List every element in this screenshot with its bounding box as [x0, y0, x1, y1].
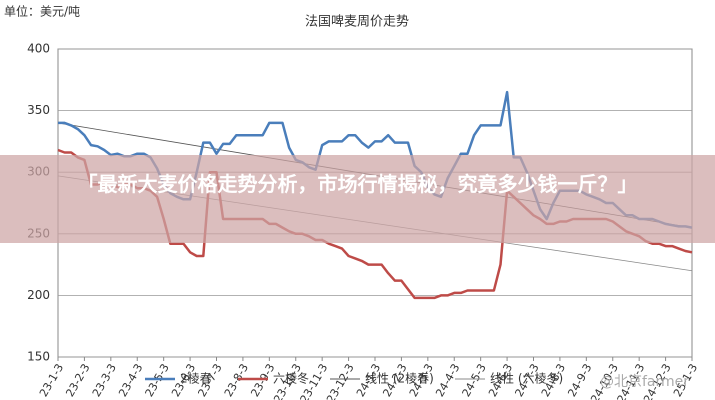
x-tick-label: 23-5-3	[143, 362, 172, 400]
chart-title: 法国啤麦周价走势	[305, 14, 409, 30]
watermark: @北京farmer	[600, 374, 689, 390]
x-tick-label: 23-2-3	[63, 362, 92, 400]
overlay-banner: 「最新大麦价格走势分析，市场行情揭秘，究竟多少钱一斤？」	[0, 155, 715, 243]
x-tick-label: 24-5-3	[460, 361, 489, 399]
x-tick-label: 23-8-3	[222, 362, 251, 400]
x-tick-label: 24-4-3	[433, 362, 462, 400]
legend-label: 线性 (2棱春)	[365, 371, 434, 386]
x-tick-label: 23-4-3	[116, 362, 145, 400]
x-tick-label: 23-3-3	[90, 362, 119, 400]
overlay-text: 「最新大麦价格走势分析，市场行情揭秘，究竟多少钱一斤？」	[77, 172, 638, 196]
y-tick-label: 150	[27, 350, 50, 364]
legend-label: 2棱春	[180, 371, 212, 386]
x-tick-label: 23-1-3	[37, 362, 66, 400]
unit-label: 单位：美元/吨	[4, 4, 80, 19]
y-tick-label: 400	[27, 42, 50, 56]
y-tick-label: 350	[27, 103, 50, 117]
legend-label: 六棱冬	[273, 371, 309, 386]
y-tick-label: 200	[27, 288, 50, 302]
legend-label: 线性 (六棱冬)	[490, 371, 563, 386]
